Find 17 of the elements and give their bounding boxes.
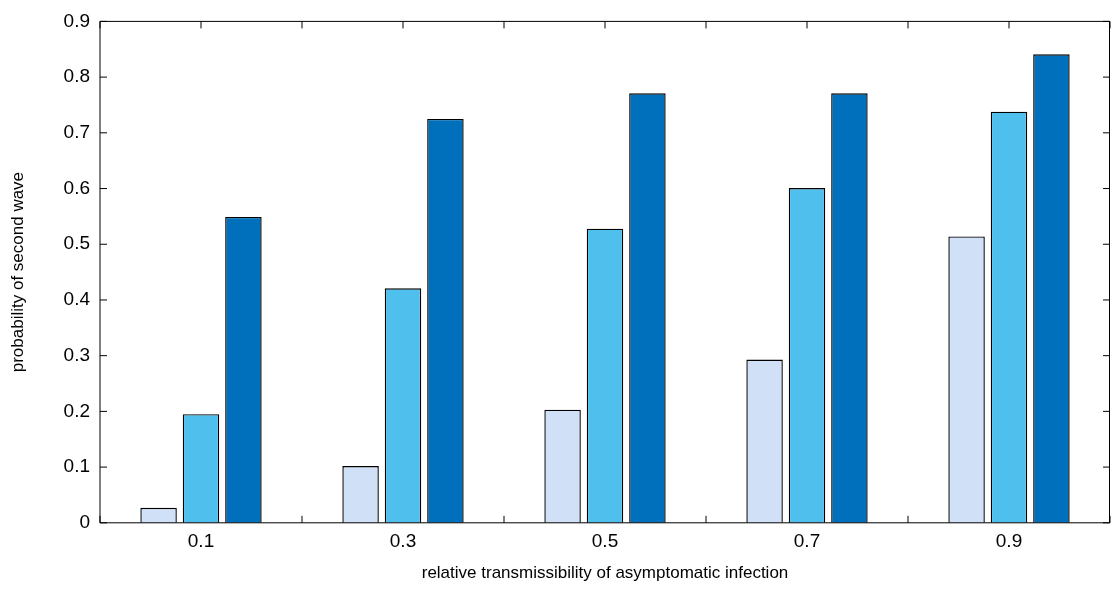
y-axis-title: probability of second wave bbox=[7, 171, 27, 373]
y-tick-label: 0 bbox=[79, 511, 90, 533]
y-tick-label: 0.8 bbox=[63, 65, 90, 87]
y-tick-label: 0.6 bbox=[63, 176, 90, 198]
x-tick-label: 0.3 bbox=[389, 530, 417, 552]
y-tick-label: 0.5 bbox=[63, 232, 90, 254]
x-tick-label: 0.5 bbox=[591, 530, 619, 552]
x-tick-label: 0.7 bbox=[793, 530, 821, 552]
y-tick-label: 0.3 bbox=[63, 343, 90, 365]
y-tick-label: 0.2 bbox=[63, 399, 90, 421]
y-tick-label: 0.7 bbox=[63, 121, 90, 143]
y-tick-label: 0.4 bbox=[63, 288, 91, 310]
x-tick-label: 0.9 bbox=[995, 530, 1023, 552]
x-axis-title: relative transmissibility of asymptomatic infection bbox=[421, 563, 789, 583]
y-tick-label: 0.1 bbox=[63, 455, 90, 477]
x-tick-label: 0.1 bbox=[187, 530, 215, 552]
y-tick-label: 0.9 bbox=[63, 9, 90, 31]
